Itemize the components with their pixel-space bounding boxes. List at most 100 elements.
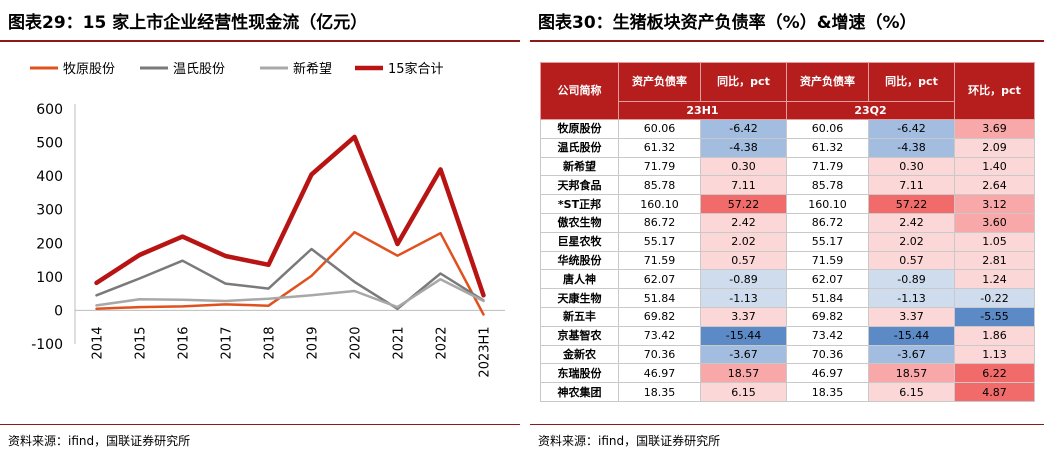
- x-tick-label: 2023H1: [478, 326, 493, 377]
- header-ratio-b: 资产负债率: [786, 62, 869, 102]
- cell-qoq: 3.69: [954, 119, 1035, 139]
- cell-yoy-a: 0.57: [700, 250, 787, 271]
- cell-ratio-b: 46.97: [786, 363, 869, 384]
- table-row: 东瑞股份 46.97 18.57 46.97 18.57 6.22: [540, 363, 1035, 384]
- cell-name: 新五丰: [540, 306, 619, 327]
- cell-name: 天邦食品: [540, 175, 619, 196]
- cell-qoq: 1.05: [954, 231, 1035, 252]
- x-tick-label: 2016: [177, 326, 192, 359]
- series-line-1: [95, 230, 485, 316]
- cell-name: *ST正邦: [540, 194, 619, 214]
- cell-yoy-a: -6.42: [700, 119, 787, 139]
- cell-qoq: 1.86: [954, 325, 1035, 346]
- x-tick-label: 2015: [134, 326, 149, 359]
- table-title: 图表30：生猪板块资产负债率（%）&增速（%）: [538, 13, 917, 33]
- cell-qoq: 3.60: [954, 212, 1035, 233]
- y-tick-label: 200: [36, 236, 63, 252]
- header-yoy-b: 同比，pct: [868, 62, 955, 102]
- cell-ratio-a: 160.10: [618, 194, 701, 214]
- cell-name: 巨星农牧: [540, 231, 619, 252]
- cell-qoq: -0.22: [954, 288, 1035, 308]
- cell-qoq: 2.09: [954, 137, 1035, 158]
- table-row: 天邦食品 85.78 7.11 85.78 7.11 2.64: [540, 175, 1035, 196]
- cell-name: 东瑞股份: [540, 363, 619, 384]
- right-panel: 图表30：生猪板块资产负债率（%）&增速（%） 公司简称 资产负债率 同比，pc…: [530, 0, 1044, 455]
- line-chart: -100 0 100 200 300 400 500 600 2014 2015 2016 2017 2…: [30, 61, 505, 378]
- cell-qoq: 4.87: [954, 382, 1035, 402]
- table-body: 牧原股份 60.06 -6.42 60.06 -6.42 3.69 温氏股份 61.32 -4.…: [540, 119, 1035, 402]
- debt-ratio-table: 公司简称 资产负债率 同比，pct 资产负债率 同比，pct 环比，pct 23…: [540, 62, 1035, 402]
- y-tick-label: 400: [36, 169, 63, 185]
- cell-yoy-a: 2.02: [700, 231, 787, 252]
- cell-ratio-b: 51.84: [786, 288, 869, 308]
- cell-qoq: 1.24: [954, 269, 1035, 290]
- cell-ratio-a: 85.78: [618, 175, 701, 196]
- series-line-3: [95, 277, 485, 309]
- cell-name: 神农集团: [540, 382, 619, 402]
- cell-ratio-b: 69.82: [786, 306, 869, 327]
- series-line-2: [95, 247, 485, 311]
- cell-ratio-b: 86.72: [786, 212, 869, 233]
- table-row: 傲农生物 86.72 2.42 86.72 2.42 3.60: [540, 212, 1035, 233]
- table-row: 巨星农牧 55.17 2.02 55.17 2.02 1.05: [540, 231, 1035, 252]
- cell-yoy-b: 2.02: [868, 231, 955, 252]
- x-tick-label: 2019: [306, 326, 321, 359]
- title-rule: [530, 40, 1044, 42]
- cell-yoy-b: 2.42: [868, 212, 955, 233]
- legend-label: 新希望: [293, 61, 332, 77]
- cell-name: 华统股份: [540, 250, 619, 271]
- legend-label: 温氏股份: [173, 62, 225, 77]
- cell-ratio-b: 85.78: [786, 175, 869, 196]
- legend-label: 15家合计: [388, 61, 444, 77]
- cell-yoy-a: -15.44: [700, 325, 787, 346]
- cell-yoy-b: 3.37: [868, 306, 955, 327]
- cell-yoy-b: 18.57: [868, 363, 955, 384]
- cell-yoy-a: 6.15: [700, 382, 787, 402]
- header-qoq: 环比，pct: [954, 62, 1035, 120]
- table-row: 天康生物 51.84 -1.13 51.84 -1.13 -0.22: [540, 288, 1035, 308]
- y-tick-label: 300: [36, 203, 63, 219]
- table-row: 唐人神 62.07 -0.89 62.07 -0.89 1.24: [540, 269, 1035, 290]
- cell-ratio-b: 73.42: [786, 325, 869, 346]
- y-tick-label: 0: [54, 303, 63, 319]
- x-tick-label: 2017: [220, 326, 235, 359]
- source-rule: [530, 424, 1044, 425]
- cell-ratio-a: 86.72: [618, 212, 701, 233]
- cell-name: 傲农生物: [540, 212, 619, 233]
- cell-yoy-a: -0.89: [700, 269, 787, 290]
- cell-ratio-a: 46.97: [618, 363, 701, 384]
- cell-ratio-a: 73.42: [618, 325, 701, 346]
- cell-qoq: 1.40: [954, 156, 1035, 177]
- header-ratio-a: 资产负债率: [618, 62, 701, 102]
- cell-ratio-b: 62.07: [786, 269, 869, 290]
- y-tick-label: 600: [36, 102, 63, 118]
- source-rule: [0, 424, 520, 425]
- cell-qoq: 2.64: [954, 175, 1035, 196]
- source-note: 资料来源：ifind，国联证券研究所: [8, 434, 191, 448]
- cell-yoy-a: 18.57: [700, 363, 787, 384]
- cell-yoy-b: -4.38: [868, 137, 955, 158]
- cell-ratio-a: 69.82: [618, 306, 701, 327]
- debt-ratio-table-wrap: 公司简称 资产负债率 同比，pct 资产负债率 同比，pct 环比，pct 23…: [540, 62, 1035, 402]
- x-tick-label: 2021: [392, 326, 407, 359]
- x-tick-label: 2018: [263, 326, 278, 359]
- left-panel: 图表29：15 家上市企业经营性现金流（亿元） -100 0 100 200 300 40…: [0, 0, 520, 455]
- cell-ratio-a: 70.36: [618, 344, 701, 365]
- table-row: 京基智农 73.42 -15.44 73.42 -15.44 1.86: [540, 325, 1035, 346]
- cell-qoq: 2.81: [954, 250, 1035, 271]
- cell-ratio-b: 71.79: [786, 156, 869, 177]
- table-row: 牧原股份 60.06 -6.42 60.06 -6.42 3.69: [540, 119, 1035, 139]
- cell-ratio-a: 60.06: [618, 119, 701, 139]
- cell-yoy-a: 7.11: [700, 175, 787, 196]
- y-tick-label: -100: [31, 337, 63, 353]
- cell-name: 牧原股份: [540, 119, 619, 139]
- cell-name: 唐人神: [540, 269, 619, 290]
- cell-qoq: 3.12: [954, 194, 1035, 214]
- y-tick-label: 500: [36, 136, 63, 152]
- cell-yoy-b: 6.15: [868, 382, 955, 402]
- cell-name: 金新农: [540, 344, 619, 365]
- table-row: 新希望 71.79 0.30 71.79 0.30 1.40: [540, 156, 1035, 177]
- cell-yoy-b: -15.44: [868, 325, 955, 346]
- cell-yoy-b: 0.30: [868, 156, 955, 177]
- x-tick-label: 2020: [349, 326, 364, 359]
